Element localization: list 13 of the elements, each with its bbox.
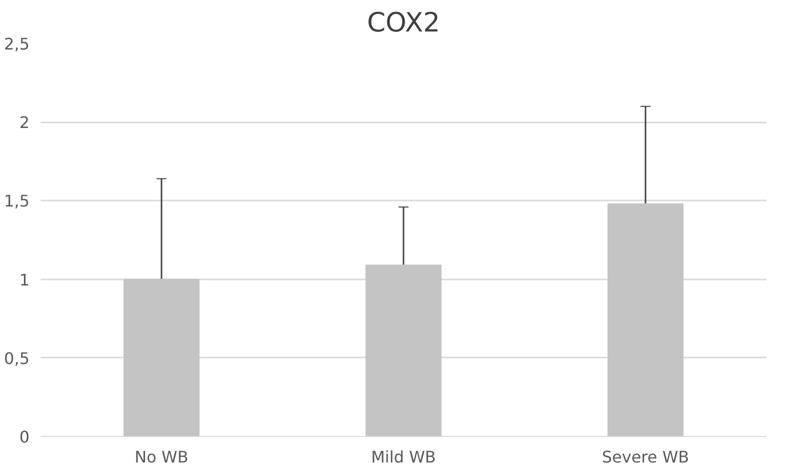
- y-tick-label: 0,5: [4, 348, 30, 368]
- y-tick-label: 2: [19, 113, 30, 132]
- bar: [365, 264, 442, 436]
- x-tick-label: Severe WB: [602, 448, 690, 466]
- y-tick-label: 1: [19, 270, 30, 290]
- y-tick-label: 2,5: [4, 34, 30, 54]
- bar: [607, 203, 684, 436]
- bar: [123, 278, 200, 436]
- chart-title: COX2: [366, 8, 440, 38]
- y-tick-label: 1,5: [4, 192, 30, 211]
- x-tick-label: Mild WB: [371, 448, 436, 466]
- y-tick-label: 0: [19, 428, 30, 446]
- x-tick-label: No WB: [134, 448, 188, 466]
